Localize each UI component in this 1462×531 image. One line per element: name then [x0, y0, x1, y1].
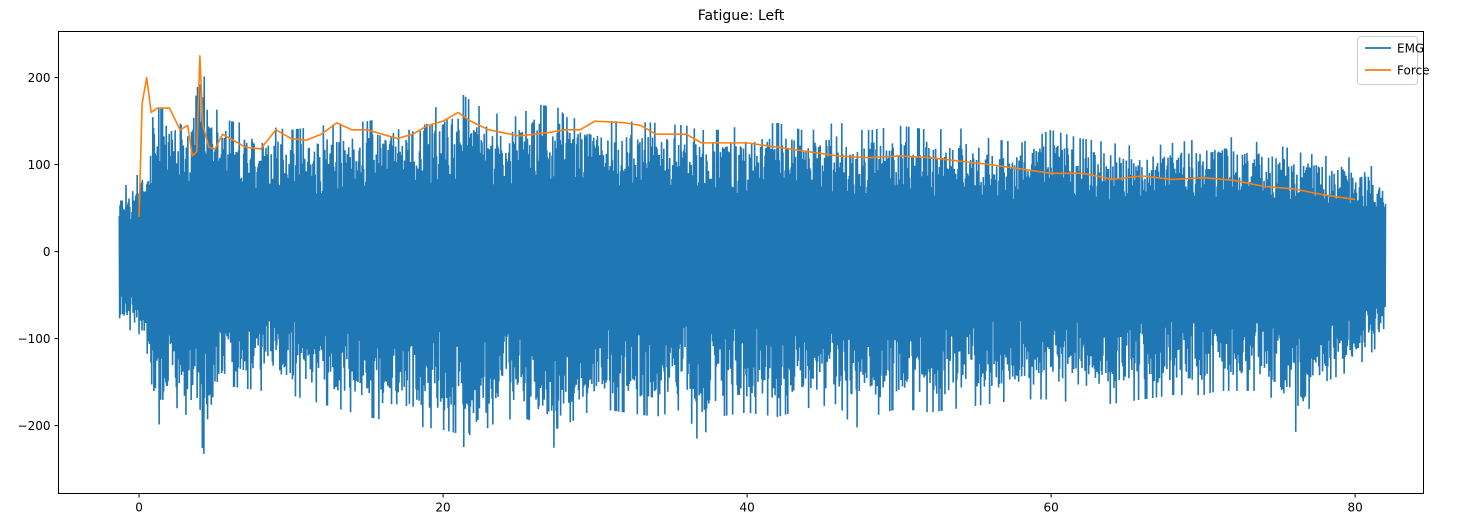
x-tick-label: 80 — [1347, 501, 1362, 515]
x-tick-label: 0 — [135, 501, 143, 515]
y-tick-label: −100 — [18, 332, 51, 346]
series-force-line — [138, 55, 1356, 217]
legend: EMG Force — [1357, 36, 1429, 85]
legend-label-force: Force — [1397, 64, 1429, 78]
y-axis: −200 −100 0 100 200 — [18, 71, 59, 433]
chart-title: Fatigue: Left — [698, 8, 785, 24]
y-tick-label: 200 — [28, 71, 51, 85]
plot-area — [118, 55, 1387, 454]
x-tick-label: 60 — [1043, 501, 1058, 515]
y-tick-label: 100 — [28, 158, 51, 172]
plot-frame — [58, 31, 1424, 494]
x-tick-label: 20 — [435, 501, 450, 515]
x-tick-label: 40 — [739, 501, 754, 515]
y-tick-label: −200 — [18, 419, 51, 433]
x-axis: 0 20 40 60 80 — [135, 493, 1363, 515]
legend-label-emg: EMG — [1397, 42, 1424, 56]
y-tick-label: 0 — [43, 245, 51, 259]
series-emg-line — [118, 76, 1387, 454]
